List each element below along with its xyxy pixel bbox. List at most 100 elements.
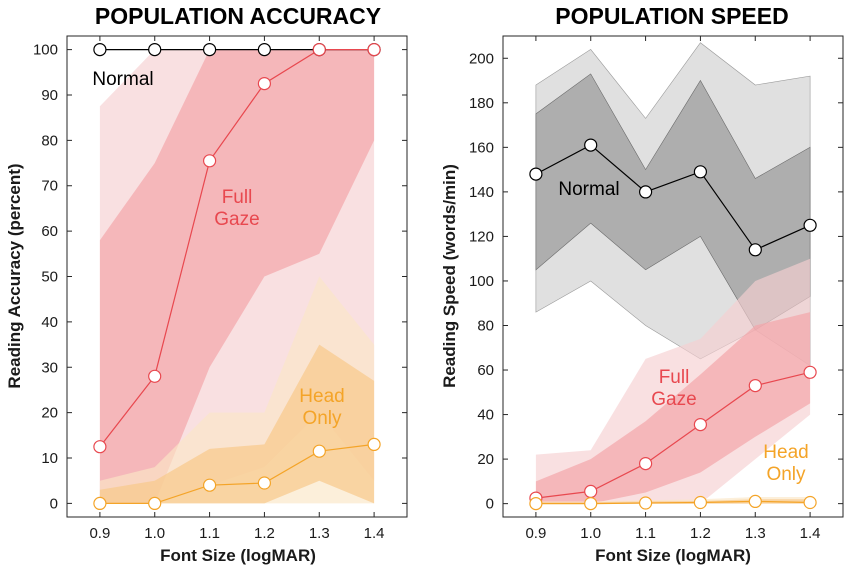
y-tick-label: 120 <box>469 228 494 245</box>
x-tick-label: 1.4 <box>364 525 385 542</box>
head-only-data-point <box>529 497 543 511</box>
full-gaze-data-point <box>584 484 598 498</box>
lines-layer <box>535 144 811 505</box>
normal-data-point <box>93 42 107 57</box>
points-layer <box>93 42 381 510</box>
full-gaze-series-line <box>99 48 375 448</box>
full-gaze-band-inner <box>99 49 375 504</box>
x-tick-label: 1.1 <box>199 525 220 542</box>
y-tick-label: 140 <box>469 184 494 201</box>
x-tick-label: 0.9 <box>89 525 110 542</box>
x-tick-label: 1.0 <box>144 525 165 542</box>
full-gaze-series-line <box>535 371 811 499</box>
y-tick-label: 160 <box>469 139 494 156</box>
head-only-data-point <box>203 478 217 492</box>
normal-data-point <box>638 185 653 199</box>
y-tick-label: 20 <box>477 451 494 468</box>
y-tick-label: 40 <box>41 314 58 331</box>
head-only-label: Head Only <box>299 386 344 429</box>
y-axis-label: Reading Accuracy (percent) <box>5 163 24 388</box>
head-only-data-point <box>367 437 381 451</box>
y-tick-label: 0 <box>50 495 58 512</box>
y-tick-label: 60 <box>477 362 494 379</box>
ticks-layer: 0.9 1.0 1.1 1.2 1.3 1.4 0 10 20 30 40 50 60 70 80 90 100 <box>33 36 407 542</box>
full-gaze-label: Full Gaze <box>651 367 696 410</box>
y-tick-label: 80 <box>41 132 58 149</box>
normal-series-line <box>535 144 811 251</box>
x-tick-label: 1.4 <box>800 525 821 542</box>
head-only-data-point <box>638 496 653 510</box>
y-tick-label: 180 <box>469 95 494 112</box>
full-gaze-data-point <box>203 154 217 168</box>
y-tick-label: 20 <box>41 405 58 422</box>
x-tick-label: 1.0 <box>580 525 601 542</box>
head-only-band-inner <box>99 344 375 504</box>
bands-layer <box>535 42 811 504</box>
accuracy-panel: POPULATION ACCURACY 0.9 1.0 1.1 1.2 1.3 1.4 0 1… <box>5 3 408 565</box>
x-axis-label: Font Size (logMAR) <box>595 546 751 565</box>
normal-label: Normal <box>558 179 619 200</box>
y-tick-label: 0 <box>486 496 494 513</box>
plot-frame <box>502 35 844 518</box>
x-tick-label: 1.3 <box>745 525 766 542</box>
chart-title: POPULATION ACCURACY <box>95 3 381 29</box>
head-only-data-point <box>584 497 598 511</box>
head-only-data-point <box>312 444 326 458</box>
full-gaze-data-point <box>257 76 271 91</box>
y-axis-label: Reading Speed (words/min) <box>440 164 459 388</box>
head-only-label: Head Only <box>763 442 808 485</box>
points-layer <box>529 138 817 511</box>
y-tick-label: 200 <box>469 50 494 67</box>
y-tick-label: 40 <box>477 407 494 424</box>
x-tick-label: 0.9 <box>525 525 546 542</box>
y-tick-label: 60 <box>41 223 58 240</box>
plot-frame <box>66 35 408 518</box>
head-only-data-point <box>93 496 107 510</box>
x-tick-label: 1.2 <box>254 525 275 542</box>
x-tick-label: 1.1 <box>635 525 656 542</box>
y-tick-label: 30 <box>41 359 58 376</box>
series-annotations: Normal Full Gaze Head Only <box>92 69 344 429</box>
x-tick-label: 1.3 <box>309 525 330 542</box>
head-only-data-point <box>803 495 817 510</box>
y-tick-label: 90 <box>41 87 58 104</box>
head-only-data-point <box>748 494 762 508</box>
head-only-series-line <box>99 443 375 504</box>
full-gaze-data-point <box>748 379 762 393</box>
x-axis-label: Font Size (logMAR) <box>160 546 316 565</box>
full-gaze-data-point <box>693 418 708 432</box>
normal-data-point <box>584 138 598 152</box>
lines-layer <box>99 48 375 504</box>
series-annotations: Normal Full Gaze Head Only <box>558 179 808 485</box>
ticks-layer: 0.9 1.0 1.1 1.2 1.3 1.4 0 20 40 60 80 100 120 140 160 1… <box>469 36 843 542</box>
y-tick-label: 50 <box>41 269 58 286</box>
head-only-data-point <box>693 495 708 510</box>
y-tick-label: 100 <box>469 273 494 290</box>
normal-data-point <box>257 42 271 57</box>
normal-data-point <box>203 42 217 57</box>
full-gaze-data-point <box>148 369 162 383</box>
head-only-data-point <box>257 476 271 490</box>
head-only-band-inner <box>535 499 811 504</box>
full-gaze-band-inner <box>535 312 811 504</box>
x-tick-label: 1.2 <box>690 525 711 542</box>
normal-data-point <box>693 165 708 179</box>
chart-title: POPULATION SPEED <box>555 3 788 29</box>
normal-data-point <box>529 167 543 181</box>
full-gaze-label: Full Gaze <box>214 187 259 230</box>
y-tick-label: 70 <box>41 178 58 195</box>
full-gaze-data-point <box>367 42 381 57</box>
normal-data-point <box>803 218 817 232</box>
full-gaze-data-point <box>803 365 817 379</box>
full-gaze-data-point <box>638 457 653 471</box>
normal-label: Normal <box>92 69 153 90</box>
head-only-data-point <box>148 496 162 510</box>
y-tick-label: 10 <box>41 450 58 467</box>
speed-panel: POPULATION SPEED 0.9 1.0 1.1 1.2 1.3 1.4 0 20 40… <box>440 3 844 565</box>
full-gaze-data-point <box>312 42 326 57</box>
full-gaze-data-point <box>93 440 107 454</box>
head-only-series-line <box>535 500 811 505</box>
bands-layer <box>99 49 375 504</box>
y-tick-label: 100 <box>33 42 58 59</box>
